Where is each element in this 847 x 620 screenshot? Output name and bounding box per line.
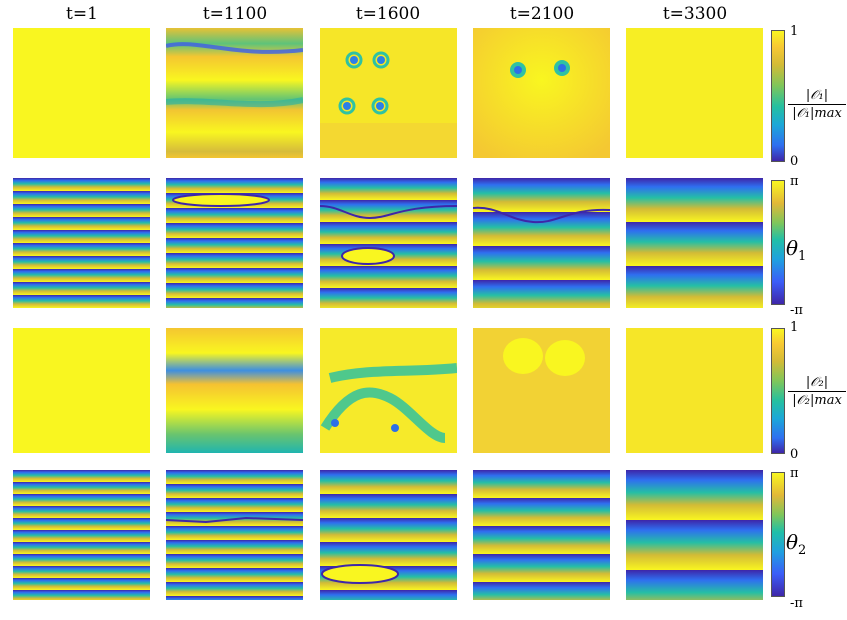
amp1-label-num: |𝒪₁| — [788, 88, 846, 105]
column-title-t1100: t=1100 — [202, 4, 268, 24]
amp2-label-den: |𝒪₂|max — [792, 393, 842, 408]
phase1-panel-t1 — [13, 178, 150, 308]
colorbar-amp2 — [771, 328, 785, 454]
colorbar-amp1-top: 1 — [790, 24, 799, 39]
column-title-t1: t=1 — [66, 4, 98, 24]
vortex — [343, 56, 385, 110]
amp1-panel-t1 — [13, 28, 150, 158]
phase1-panel-t2100 — [473, 178, 610, 308]
column-title-t1600: t=1600 — [355, 4, 421, 24]
colorbar-theta1 — [771, 180, 785, 305]
colorbar-theta1-label: θ1 — [786, 236, 806, 264]
colorbar-theta1-bottom: -π — [790, 303, 803, 318]
amp1-panel-t2100 — [473, 28, 610, 158]
theta2-symbol: θ — [786, 530, 799, 554]
phase1-panel-t1100 — [166, 178, 303, 308]
amp2-panel-t3300 — [626, 328, 763, 458]
colorbar-amp2-top: 1 — [790, 320, 799, 335]
colorbar-theta2-bottom: -π — [790, 596, 803, 611]
amp1-panel-t1600 — [320, 28, 457, 158]
colorbar-amp1-label: |𝒪₁| |𝒪₁|max — [788, 88, 846, 121]
amp1-label-den: |𝒪₁|max — [792, 106, 842, 121]
amp2-panel-t1600 — [320, 328, 457, 458]
colorbar-theta1-top: π — [790, 174, 799, 189]
colorbar-theta2 — [771, 472, 785, 597]
phase1-panel-t3300 — [626, 178, 763, 308]
amp2-label-num: |𝒪₂| — [788, 375, 846, 392]
colorbar-theta2-top: π — [790, 466, 799, 481]
amp2-panel-t1 — [13, 328, 150, 458]
colorbar-amp2-label: |𝒪₂| |𝒪₂|max — [788, 375, 846, 408]
phase2-panel-t1 — [13, 470, 150, 600]
colorbar-amp1-bottom: 0 — [790, 154, 799, 169]
column-title-t3300: t=3300 — [662, 4, 728, 24]
theta1-symbol: θ — [786, 236, 799, 260]
amp2-panel-t1100 — [166, 328, 303, 458]
phase1-panel-t1600 — [320, 178, 457, 308]
amp2-panel-t2100 — [473, 328, 610, 458]
amp1-panel-t1100 — [166, 28, 303, 158]
theta1-sub: 1 — [798, 249, 807, 264]
amp1-panel-t3300 — [626, 28, 763, 158]
colorbar-amp1 — [771, 30, 785, 162]
column-title-t2100: t=2100 — [509, 4, 575, 24]
phase2-panel-t1100 — [166, 470, 303, 600]
colorbar-amp2-bottom: 0 — [790, 447, 799, 462]
colorbar-theta2-label: θ2 — [786, 530, 806, 558]
phase2-panel-t1600 — [320, 470, 457, 600]
phase2-panel-t2100 — [473, 470, 610, 600]
phase2-panel-t3300 — [626, 470, 763, 600]
theta2-sub: 2 — [798, 543, 807, 558]
